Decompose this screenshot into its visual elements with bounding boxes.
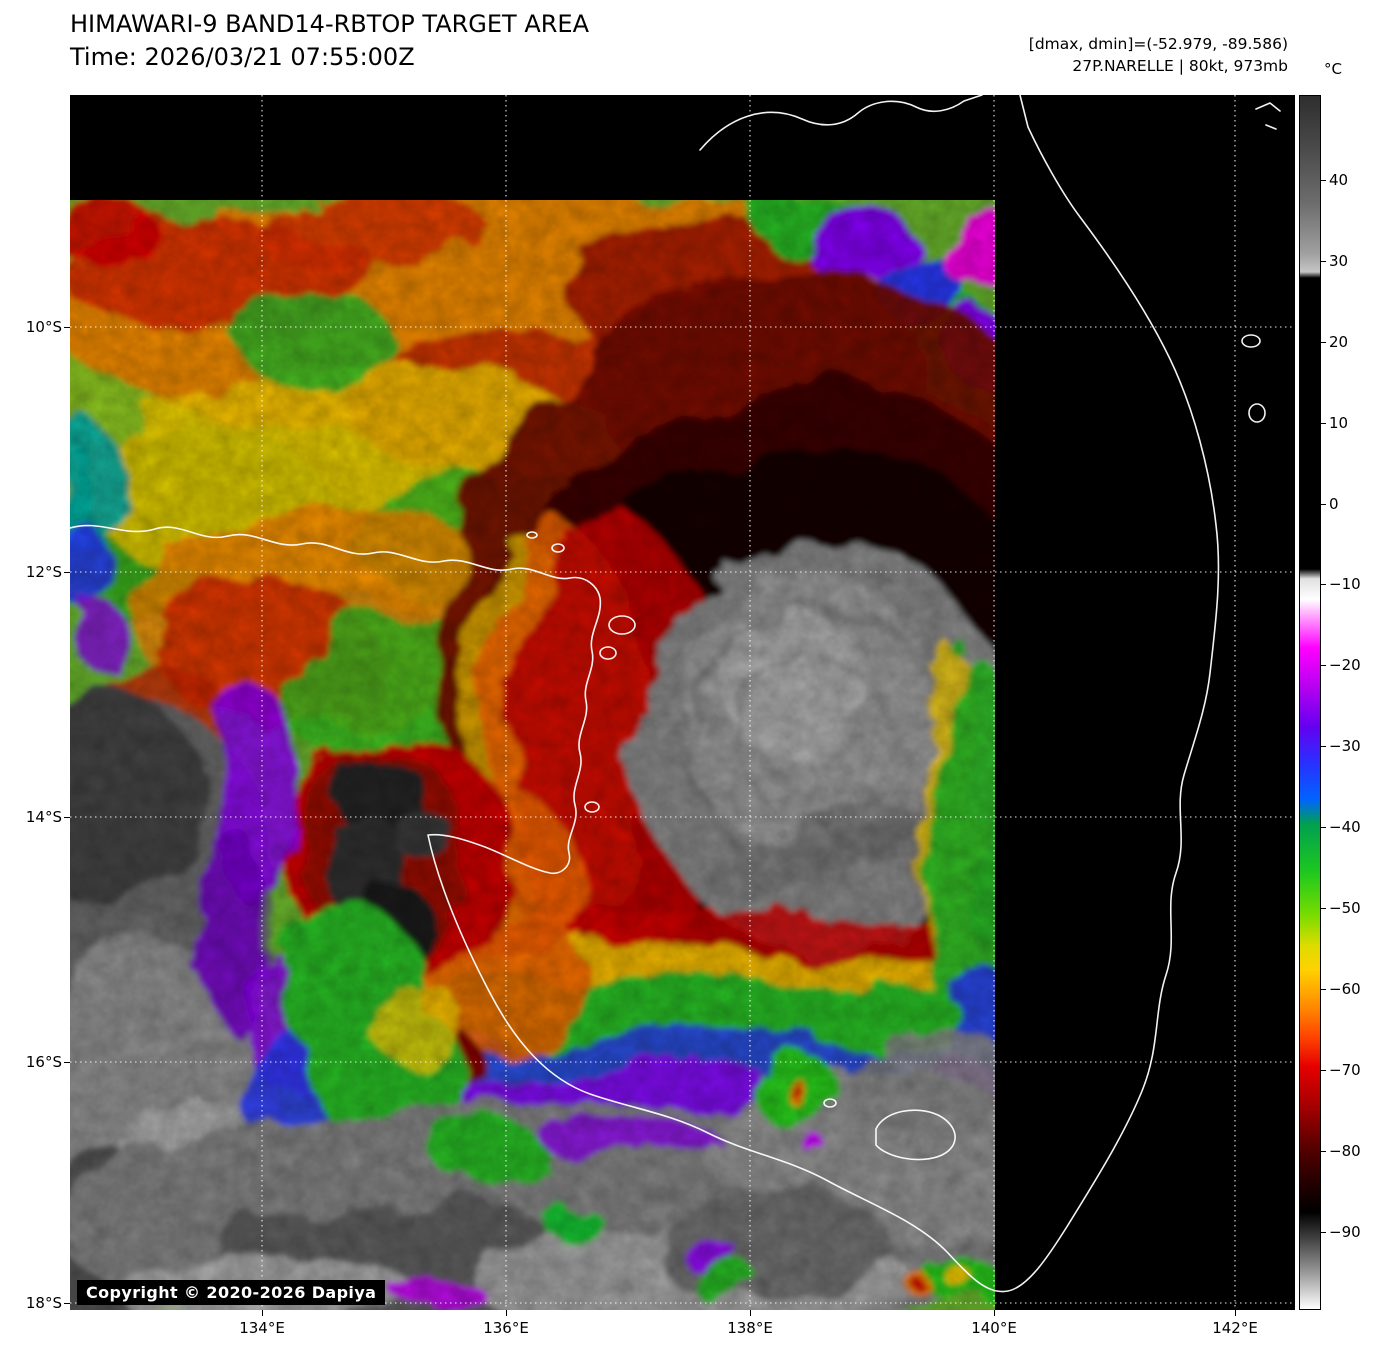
colorbar-tick-label: −60 (1329, 980, 1361, 998)
colorbar-tickmark (1321, 1151, 1326, 1152)
header-readouts: [dmax, dmin]=(-52.979, -89.586) 27P.NARE… (1029, 33, 1288, 78)
satellite-map: Copyright © 2020-2026 Dapiya (70, 95, 1295, 1310)
colorbar-tickmark (1321, 827, 1326, 828)
colorbar-tickmark (1321, 504, 1326, 505)
lat-tickmark (64, 1062, 70, 1063)
lat-tickmark (64, 327, 70, 328)
lon-tickmark (1235, 1310, 1236, 1316)
colorbar-tick-label: −30 (1329, 737, 1361, 755)
lon-tickmark (506, 1310, 507, 1316)
colorbar-tickmark (1321, 584, 1326, 585)
colorbar-tick-label: 30 (1329, 252, 1349, 270)
colorbar-gradient (1300, 96, 1320, 1309)
colorbar-tick-label: −90 (1329, 1223, 1361, 1241)
colorbar-tickmark (1321, 261, 1326, 262)
header: HIMAWARI-9 BAND14-RBTOP TARGET AREA Time… (70, 8, 589, 74)
lat-tick-label: 18°S (25, 1294, 62, 1312)
page-title: HIMAWARI-9 BAND14-RBTOP TARGET AREA (70, 10, 590, 38)
colorbar-tickmark (1321, 1232, 1326, 1233)
colorbar-tickmark (1321, 1070, 1326, 1071)
colorbar-tick-label: 40 (1329, 171, 1349, 189)
lat-tick-label: 10°S (25, 318, 62, 336)
colorbar-tick-label: 0 (1329, 495, 1339, 513)
lat-tickmark (64, 1303, 70, 1304)
copyright-badge: Copyright © 2020-2026 Dapiya (77, 1280, 386, 1305)
dmax-dmin-readout: [dmax, dmin]=(-52.979, -89.586) (1028, 35, 1288, 53)
lat-tickmark (64, 817, 70, 818)
lon-tickmark (750, 1310, 751, 1316)
coastlines (70, 95, 1281, 1293)
colorbar-tickmark (1321, 342, 1326, 343)
colorbar-tickmark (1321, 665, 1326, 666)
lon-tick-label: 140°E (971, 1319, 1017, 1337)
storm-info: 27P.NARELLE | 80kt, 973mb (1072, 57, 1288, 76)
colorbar-tickmark (1321, 180, 1326, 181)
lon-tickmark (262, 1310, 263, 1316)
colorbar-tick-label: 10 (1329, 414, 1349, 432)
satellite-image (70, 95, 1295, 1310)
graticule (70, 95, 1295, 1310)
lat-tick-label: 12°S (25, 563, 62, 581)
ir-data-region (70, 200, 995, 1310)
colorbar-unit: °C (1324, 60, 1342, 78)
colorbar-tickmark (1321, 989, 1326, 990)
lon-tick-label: 136°E (483, 1319, 529, 1337)
colorbar-tickmark (1321, 746, 1326, 747)
colorbar-tick-label: −20 (1329, 656, 1361, 674)
colorbar-tick-label: −80 (1329, 1142, 1361, 1160)
colorbar-tick-label: −70 (1329, 1061, 1361, 1079)
lon-tick-label: 142°E (1212, 1319, 1258, 1337)
colorbar-tick-label: −40 (1329, 818, 1361, 836)
lat-tick-label: 16°S (25, 1053, 62, 1071)
timestamp: Time: 2026/03/21 07:55:00Z (70, 43, 415, 72)
lat-tickmark (64, 572, 70, 573)
lon-tick-label: 138°E (727, 1319, 773, 1337)
colorbar-tick-label: −10 (1329, 575, 1361, 593)
colorbar (1299, 95, 1321, 1310)
colorbar-tick-label: −50 (1329, 899, 1361, 917)
lat-tick-label: 14°S (25, 808, 62, 826)
colorbar-tickmark (1321, 908, 1326, 909)
colorbar-tick-label: 20 (1329, 333, 1349, 351)
lon-tickmark (994, 1310, 995, 1316)
lon-tick-label: 134°E (239, 1319, 285, 1337)
colorbar-tickmark (1321, 423, 1326, 424)
